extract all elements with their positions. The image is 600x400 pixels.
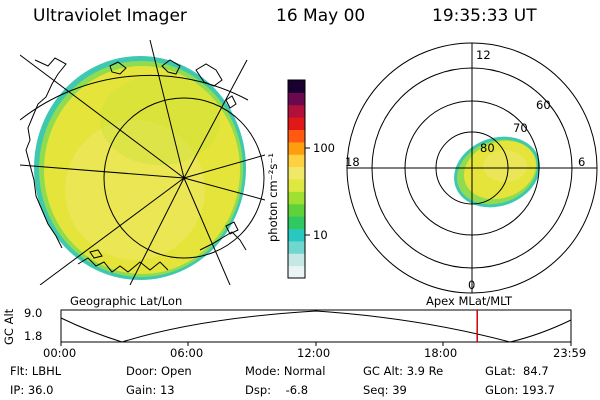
orbit-ylabel: GC Alt bbox=[2, 308, 16, 345]
seq-status: Seq: 39 bbox=[363, 383, 407, 397]
colorbar-segment bbox=[288, 117, 305, 131]
polar-grid bbox=[346, 42, 598, 294]
colorbar-label-10: 10 bbox=[313, 228, 328, 242]
filter-status: Flt: LBHL bbox=[10, 364, 62, 378]
orbit-xtick: 06:00 bbox=[170, 346, 204, 360]
colorbar-segment bbox=[288, 253, 305, 267]
colorbar-frame bbox=[287, 79, 306, 279]
colorbar-segment bbox=[288, 104, 305, 118]
mlt-label-18: 18 bbox=[345, 155, 360, 169]
door-status: Door: Open bbox=[126, 364, 192, 378]
gain-status: Gain: 13 bbox=[126, 383, 175, 397]
orbit-xtick: 00:00 bbox=[43, 346, 77, 360]
geographic-label: Geographic Lat/Lon bbox=[70, 294, 183, 308]
colorbar-segment bbox=[288, 80, 305, 93]
mlt-label-0: 0 bbox=[468, 278, 476, 292]
colorbar-segment bbox=[288, 203, 305, 217]
colorbar bbox=[287, 79, 306, 279]
glat-status: GLat: 84.7 bbox=[485, 364, 549, 378]
orbit-ytick-bottom: 1.8 bbox=[24, 329, 43, 343]
geographic-grid bbox=[20, 40, 265, 285]
orbit-xtick: 18:00 bbox=[424, 346, 458, 360]
dsp-status: Dsp: -6.8 bbox=[245, 383, 309, 397]
mlat-label-60: 60 bbox=[536, 98, 551, 112]
mlt-label-6: 6 bbox=[578, 155, 586, 169]
colorbar-segment bbox=[288, 265, 305, 279]
colorbar-label-100: 100 bbox=[313, 141, 335, 155]
orbit-strip bbox=[60, 309, 572, 346]
ip-status: IP: 36.0 bbox=[10, 383, 54, 397]
instrument-title: Ultraviolet Imager bbox=[33, 6, 187, 26]
orbit-xtick: 23:59 bbox=[553, 346, 587, 360]
coastlines bbox=[25, 57, 247, 273]
glon-status: GLon: 193.7 bbox=[485, 383, 555, 397]
apex-label: Apex MLat/MLT bbox=[426, 294, 513, 308]
colorbar-segment bbox=[288, 166, 305, 180]
mlat-label-70: 70 bbox=[513, 121, 528, 135]
colorbar-segment bbox=[288, 129, 305, 143]
mlt-label-12: 12 bbox=[476, 48, 491, 62]
gc-alt-status: GC Alt: 3.9 Re bbox=[363, 364, 444, 378]
orbit-ytick-top: 9.0 bbox=[24, 306, 43, 320]
colorbar-segment bbox=[288, 191, 305, 205]
colorbar-unit-label: photon cm⁻²s⁻¹ bbox=[266, 153, 280, 242]
mlat-label-80: 80 bbox=[480, 141, 495, 155]
colorbar-segment bbox=[288, 179, 305, 192]
mode-status: Mode: Normal bbox=[245, 364, 326, 378]
colorbar-segment bbox=[288, 228, 305, 242]
colorbar-segment bbox=[288, 154, 305, 168]
orbit-xtick: 12:00 bbox=[297, 346, 331, 360]
date-label: 16 May 00 bbox=[276, 6, 366, 26]
colorbar-segment bbox=[288, 92, 305, 106]
colorbar-segment bbox=[288, 240, 305, 254]
time-label: 19:35:33 UT bbox=[432, 6, 537, 26]
colorbar-segment bbox=[288, 141, 305, 155]
uv-image-panel bbox=[20, 40, 265, 285]
colorbar-segment bbox=[288, 216, 305, 230]
orbit-altitude-curve bbox=[60, 310, 572, 343]
polar-plot bbox=[346, 42, 598, 294]
